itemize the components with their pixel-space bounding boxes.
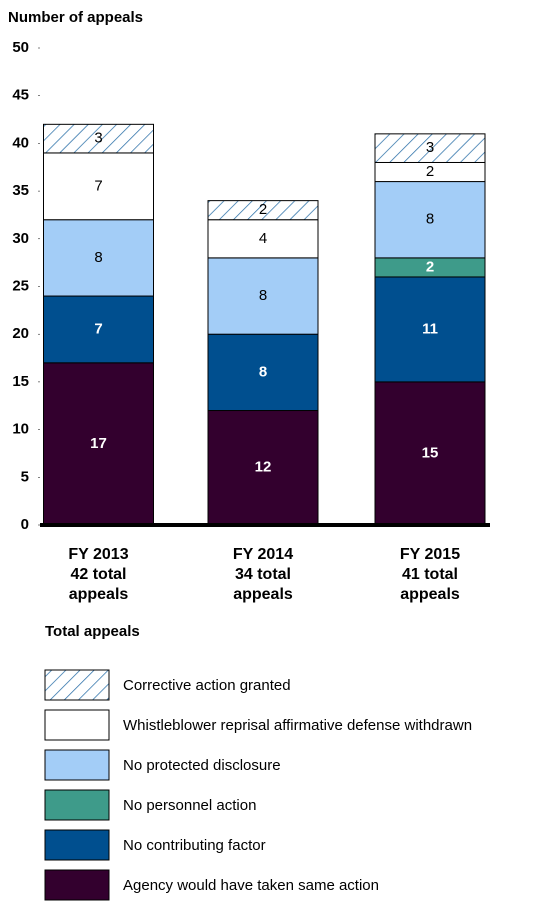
bar-segment — [43, 152, 154, 221]
legend-swatch — [44, 669, 110, 701]
x-tick-label: FY 2013 42 total appeals — [68, 546, 129, 603]
bar-segment — [374, 381, 486, 526]
y-tick-label: 0 — [21, 516, 29, 533]
value-label: 3 — [94, 130, 102, 147]
bar-segment — [207, 257, 319, 335]
bar-segment — [43, 219, 154, 297]
x-tick-label: FY 2014 34 total appeals — [232, 546, 294, 603]
legend-swatch — [44, 749, 110, 781]
bar-segment — [43, 362, 154, 526]
legend-swatch — [44, 709, 110, 741]
legend-label: No contributing factor — [123, 837, 266, 854]
y-tick-label: 20 — [12, 325, 29, 342]
bar-segment — [374, 181, 486, 259]
legend-label: No protected disclosure — [123, 757, 281, 774]
y-tick-label: 30 — [12, 230, 29, 247]
legend-swatch — [44, 789, 110, 821]
value-label: 3 — [426, 139, 434, 156]
y-tick-label: 35 — [12, 182, 29, 199]
y-tick-label: 45 — [12, 87, 29, 104]
bar-segment — [43, 123, 154, 154]
bar-segment — [207, 333, 319, 412]
x-axis-title: Total appeals — [45, 623, 140, 640]
legend-label: Whistleblower reprisal affirmative defen… — [123, 717, 472, 734]
legend-label: Agency would have taken same action — [123, 877, 379, 894]
value-label: 15 — [422, 444, 439, 461]
value-label: 7 — [94, 320, 102, 337]
value-label: 8 — [259, 287, 267, 304]
y-tick-label: 40 — [12, 134, 29, 151]
bar-segment — [374, 276, 486, 383]
value-label: 8 — [94, 249, 102, 266]
bar-segment — [43, 295, 154, 364]
y-tick-label: 10 — [12, 421, 29, 438]
value-label: 4 — [259, 230, 267, 247]
legend-swatch — [44, 869, 110, 901]
y-tick-label: 50 — [12, 39, 29, 56]
value-label: 2 — [426, 163, 434, 180]
y-tick-label: 5 — [21, 468, 29, 485]
value-label: 7 — [94, 177, 102, 194]
x-tick-label: FY 2015 41 total appeals — [399, 546, 461, 603]
legend-swatch — [44, 829, 110, 861]
legend-label: No personnel action — [123, 797, 256, 814]
y-tick-label: 15 — [12, 373, 29, 390]
value-label: 11 — [422, 320, 438, 337]
value-label: 2 — [259, 201, 267, 218]
y-tick-label: 25 — [12, 277, 29, 294]
bar-segment — [207, 219, 319, 259]
value-label: 2 — [426, 258, 434, 275]
value-label: 17 — [90, 435, 107, 452]
y-axis-title: Number of appeals — [8, 9, 143, 26]
value-label: 8 — [426, 211, 434, 228]
value-label: 8 — [259, 363, 267, 380]
value-label: 12 — [255, 459, 272, 476]
legend-label: Corrective action granted — [123, 677, 291, 694]
bar-segment — [374, 133, 486, 163]
bar-segment — [207, 200, 319, 221]
